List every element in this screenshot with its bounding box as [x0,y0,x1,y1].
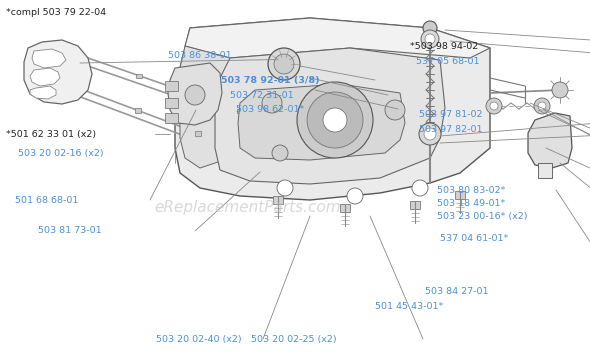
Circle shape [486,98,502,114]
Text: 503 81 73-01: 503 81 73-01 [38,226,102,236]
Circle shape [490,102,498,110]
Polygon shape [135,108,141,113]
Circle shape [307,92,363,148]
Circle shape [297,82,373,158]
Text: 501 45 43-01*: 501 45 43-01* [375,302,443,311]
Polygon shape [185,18,490,58]
Circle shape [323,108,347,132]
Circle shape [425,34,435,44]
Circle shape [268,48,300,80]
Polygon shape [410,201,420,209]
Text: 537 05 68-01: 537 05 68-01 [416,57,480,66]
Text: 503 86 38-01: 503 86 38-01 [168,51,232,60]
Text: 503 20 02-40 (x2): 503 20 02-40 (x2) [156,335,242,344]
Text: 503 18 49-01*: 503 18 49-01* [437,199,505,208]
Circle shape [423,21,437,35]
Polygon shape [24,40,92,104]
Text: 503 98 62-01*: 503 98 62-01* [236,105,304,115]
Polygon shape [30,68,60,86]
Text: *503 98 94-02: *503 98 94-02 [410,42,478,51]
Text: 503 78 92-01 (3/8): 503 78 92-01 (3/8) [221,76,320,85]
Polygon shape [195,131,201,135]
Polygon shape [165,81,178,91]
Text: 503 20 02-25 (x2): 503 20 02-25 (x2) [251,335,336,344]
Circle shape [534,98,550,114]
Polygon shape [340,204,350,212]
Circle shape [552,82,568,98]
Circle shape [538,102,546,110]
Text: 503 23 00-16* (x2): 503 23 00-16* (x2) [437,212,527,221]
Text: *501 62 33 01 (x2): *501 62 33 01 (x2) [6,130,96,139]
Circle shape [272,145,288,161]
Text: eReplacementParts.com: eReplacementParts.com [155,200,341,215]
Polygon shape [165,113,178,123]
Text: 503 84 27-01: 503 84 27-01 [425,287,489,296]
Text: 501 68 68-01: 501 68 68-01 [15,196,78,205]
Circle shape [347,188,363,204]
Circle shape [185,85,205,105]
Polygon shape [136,73,142,77]
Text: 503 80 83-02*: 503 80 83-02* [437,186,505,195]
Polygon shape [237,108,242,112]
Polygon shape [180,46,230,168]
Circle shape [262,93,282,113]
Circle shape [412,180,428,196]
Polygon shape [32,49,66,68]
Text: 503 72 31-01: 503 72 31-01 [230,91,294,100]
Text: 503 97 81-02: 503 97 81-02 [419,110,483,119]
Polygon shape [455,191,465,199]
Circle shape [419,123,441,145]
Text: 503 20 02-16 (x2): 503 20 02-16 (x2) [18,149,103,159]
Polygon shape [215,48,445,184]
Text: 503 97 82-01: 503 97 82-01 [419,125,483,135]
Polygon shape [238,84,405,160]
Circle shape [274,54,294,74]
Polygon shape [30,86,56,99]
Polygon shape [186,91,192,95]
Polygon shape [273,196,283,204]
Circle shape [421,30,439,48]
Circle shape [277,180,293,196]
Polygon shape [168,63,222,125]
Text: *compl 503 79 22-04: *compl 503 79 22-04 [6,8,106,17]
Polygon shape [528,113,572,168]
Polygon shape [538,163,552,178]
Circle shape [385,100,405,120]
Text: 537 04 61-01*: 537 04 61-01* [440,233,508,243]
Polygon shape [165,98,178,108]
Circle shape [424,128,436,140]
Polygon shape [175,18,490,200]
